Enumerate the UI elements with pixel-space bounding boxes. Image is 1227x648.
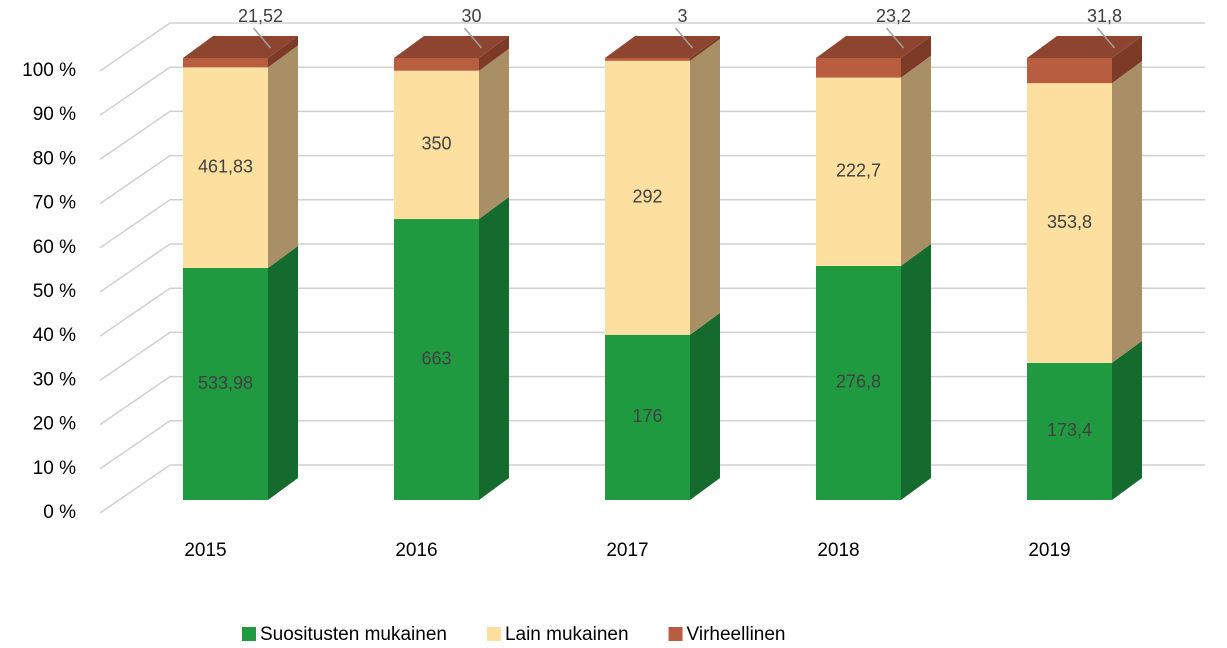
y-tick-label: 60 % xyxy=(33,237,76,258)
data-label: 31,8 xyxy=(1087,6,1122,26)
bar-side xyxy=(268,246,298,500)
bar-side xyxy=(479,36,509,71)
bar-side xyxy=(901,55,931,266)
bar xyxy=(1027,362,1112,500)
bar-top xyxy=(183,36,298,58)
bar-side xyxy=(1112,340,1142,500)
data-label: 292 xyxy=(632,187,662,207)
leader-line xyxy=(1096,27,1116,49)
data-label: 222,7 xyxy=(836,161,881,181)
data-label: 350 xyxy=(421,134,451,154)
legend-swatch xyxy=(242,627,256,641)
bar-side xyxy=(479,48,509,220)
data-label: 30 xyxy=(461,6,481,26)
y-tick-label: 100 % xyxy=(22,60,76,81)
y-tick-label: 80 % xyxy=(33,148,76,169)
data-label: 3 xyxy=(677,6,687,26)
bar xyxy=(394,70,479,220)
data-label: 23,2 xyxy=(876,6,911,26)
data-label: 533,98 xyxy=(198,373,253,393)
bar-side xyxy=(1112,61,1142,363)
data-label: 663 xyxy=(421,348,451,368)
leader-line xyxy=(674,27,694,49)
leader-line xyxy=(463,27,483,49)
legend-label: Suositusten mukainen xyxy=(260,624,447,645)
data-label: 276,8 xyxy=(836,372,881,392)
bar-side xyxy=(479,197,509,501)
x-tick-label: 2017 xyxy=(606,540,648,561)
bar-top xyxy=(394,36,509,58)
bar xyxy=(605,58,690,61)
x-tick-label: 2015 xyxy=(184,540,226,561)
bar-top xyxy=(605,36,720,58)
y-tick-label: 70 % xyxy=(33,193,76,214)
bar-side xyxy=(1112,36,1142,84)
bar xyxy=(816,77,901,266)
bar-side xyxy=(268,45,298,269)
y-tick-label: 0 % xyxy=(43,502,76,523)
bar-side xyxy=(901,36,931,78)
leader-line xyxy=(885,27,905,49)
bar xyxy=(183,58,268,68)
legend-label: Lain mukainen xyxy=(505,624,629,645)
bar xyxy=(816,58,901,78)
bar-side xyxy=(690,36,720,61)
x-tick-label: 2019 xyxy=(1028,540,1070,561)
y-tick-label: 90 % xyxy=(33,104,76,125)
bar xyxy=(183,268,268,500)
bar xyxy=(394,219,479,501)
y-tick-label: 40 % xyxy=(33,325,76,346)
grid-line xyxy=(99,22,1205,72)
bar-top xyxy=(1027,36,1142,58)
legend-label: Virheellinen xyxy=(687,624,786,645)
bar-top xyxy=(816,36,931,58)
bar xyxy=(1027,83,1112,363)
bar-side xyxy=(901,243,931,500)
y-tick-label: 20 % xyxy=(33,414,76,435)
bar-side xyxy=(690,312,720,500)
bar xyxy=(183,67,268,269)
bar-side xyxy=(690,38,720,335)
data-label: 353,8 xyxy=(1047,212,1092,232)
bar xyxy=(394,58,479,71)
data-label: 21,52 xyxy=(238,6,283,26)
y-tick-label: 30 % xyxy=(33,369,76,390)
y-tick-label: 50 % xyxy=(33,281,76,302)
bar xyxy=(605,334,690,500)
bar xyxy=(1027,58,1112,84)
x-tick-label: 2018 xyxy=(817,540,859,561)
y-tick-label: 10 % xyxy=(33,458,76,479)
leader-line xyxy=(252,27,272,49)
bar-side xyxy=(268,36,298,68)
data-label: 176 xyxy=(632,406,662,426)
x-tick-label: 2016 xyxy=(395,540,437,561)
bar xyxy=(816,265,901,500)
data-label: 173,4 xyxy=(1047,420,1092,440)
data-label: 461,83 xyxy=(198,156,253,176)
legend-swatch xyxy=(486,627,501,641)
bar xyxy=(605,60,690,335)
legend-swatch xyxy=(668,627,683,641)
